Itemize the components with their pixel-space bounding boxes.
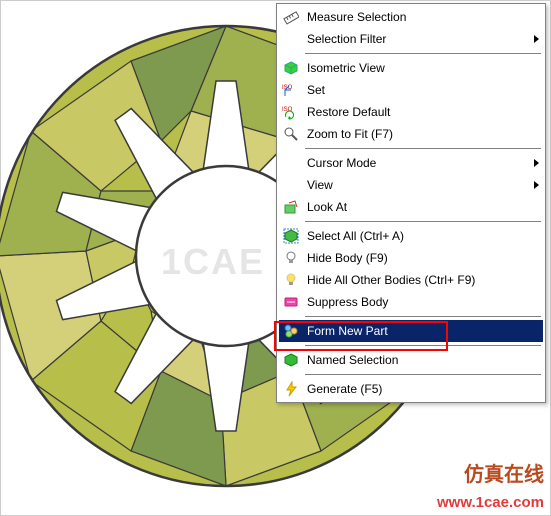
menu-label: Isometric View [307, 61, 539, 75]
viewport: 1CAE Measure Selection Selection Filter … [1, 1, 550, 515]
menu-label: Suppress Body [307, 295, 539, 309]
menu-hide-other[interactable]: Hide All Other Bodies (Ctrl+ F9) [279, 269, 543, 291]
watermark-brand: 仿真在线 [464, 458, 544, 487]
iso-set-icon: ISO [281, 81, 301, 99]
menu-hide-body[interactable]: Hide Body (F9) [279, 247, 543, 269]
menu-suppress-body[interactable]: Suppress Body [279, 291, 543, 313]
menu-label: Zoom to Fit (F7) [307, 127, 539, 141]
menu-iso-set[interactable]: ISO Set [279, 79, 543, 101]
menu-separator [305, 148, 541, 149]
watermark-url: www.1cae.com [437, 494, 544, 511]
iso-restore-icon: ISO [281, 103, 301, 121]
suppress-icon [281, 293, 301, 311]
menu-label: Form New Part [307, 324, 539, 338]
ruler-icon [281, 8, 301, 26]
menu-selection-filter[interactable]: Selection Filter [279, 28, 543, 50]
menu-measure-selection[interactable]: Measure Selection [279, 6, 543, 28]
form-part-icon [281, 322, 301, 340]
blank-icon [281, 30, 301, 48]
menu-isometric-view[interactable]: Isometric View [279, 57, 543, 79]
menu-label: Look At [307, 200, 539, 214]
submenu-arrow-icon [534, 181, 539, 189]
generate-icon [281, 380, 301, 398]
watermark-center: 1CAE [161, 241, 265, 283]
menu-label: Hide Body (F9) [307, 251, 539, 265]
menu-zoom-fit[interactable]: Zoom to Fit (F7) [279, 123, 543, 145]
select-all-icon [281, 227, 301, 245]
submenu-arrow-icon [534, 159, 539, 167]
blank-icon [281, 176, 301, 194]
menu-generate[interactable]: Generate (F5) [279, 378, 543, 400]
named-sel-icon [281, 351, 301, 369]
menu-label: Hide All Other Bodies (Ctrl+ F9) [307, 273, 539, 287]
look-at-icon [281, 198, 301, 216]
menu-separator [305, 345, 541, 346]
menu-separator [305, 316, 541, 317]
menu-look-at[interactable]: Look At [279, 196, 543, 218]
zoom-icon [281, 125, 301, 143]
menu-select-all[interactable]: Select All (Ctrl+ A) [279, 225, 543, 247]
iso-cube-icon [281, 59, 301, 77]
bulb-on-icon [281, 271, 301, 289]
menu-label: Restore Default [307, 105, 539, 119]
menu-separator [305, 374, 541, 375]
menu-separator [305, 53, 541, 54]
menu-view[interactable]: View [279, 174, 543, 196]
menu-label: Selection Filter [307, 32, 528, 46]
menu-separator [305, 221, 541, 222]
menu-label: Generate (F5) [307, 382, 539, 396]
menu-label: Named Selection [307, 353, 539, 367]
menu-label: View [307, 178, 528, 192]
context-menu: Measure Selection Selection Filter Isome… [276, 3, 546, 403]
menu-iso-restore[interactable]: ISO Restore Default [279, 101, 543, 123]
menu-label: Measure Selection [307, 10, 539, 24]
menu-form-new-part[interactable]: Form New Part [279, 320, 543, 342]
menu-cursor-mode[interactable]: Cursor Mode [279, 152, 543, 174]
submenu-arrow-icon [534, 35, 539, 43]
menu-label: Cursor Mode [307, 156, 528, 170]
blank-icon [281, 154, 301, 172]
menu-named-selection[interactable]: Named Selection [279, 349, 543, 371]
menu-label: Select All (Ctrl+ A) [307, 229, 539, 243]
bulb-off-icon [281, 249, 301, 267]
menu-label: Set [307, 83, 539, 97]
